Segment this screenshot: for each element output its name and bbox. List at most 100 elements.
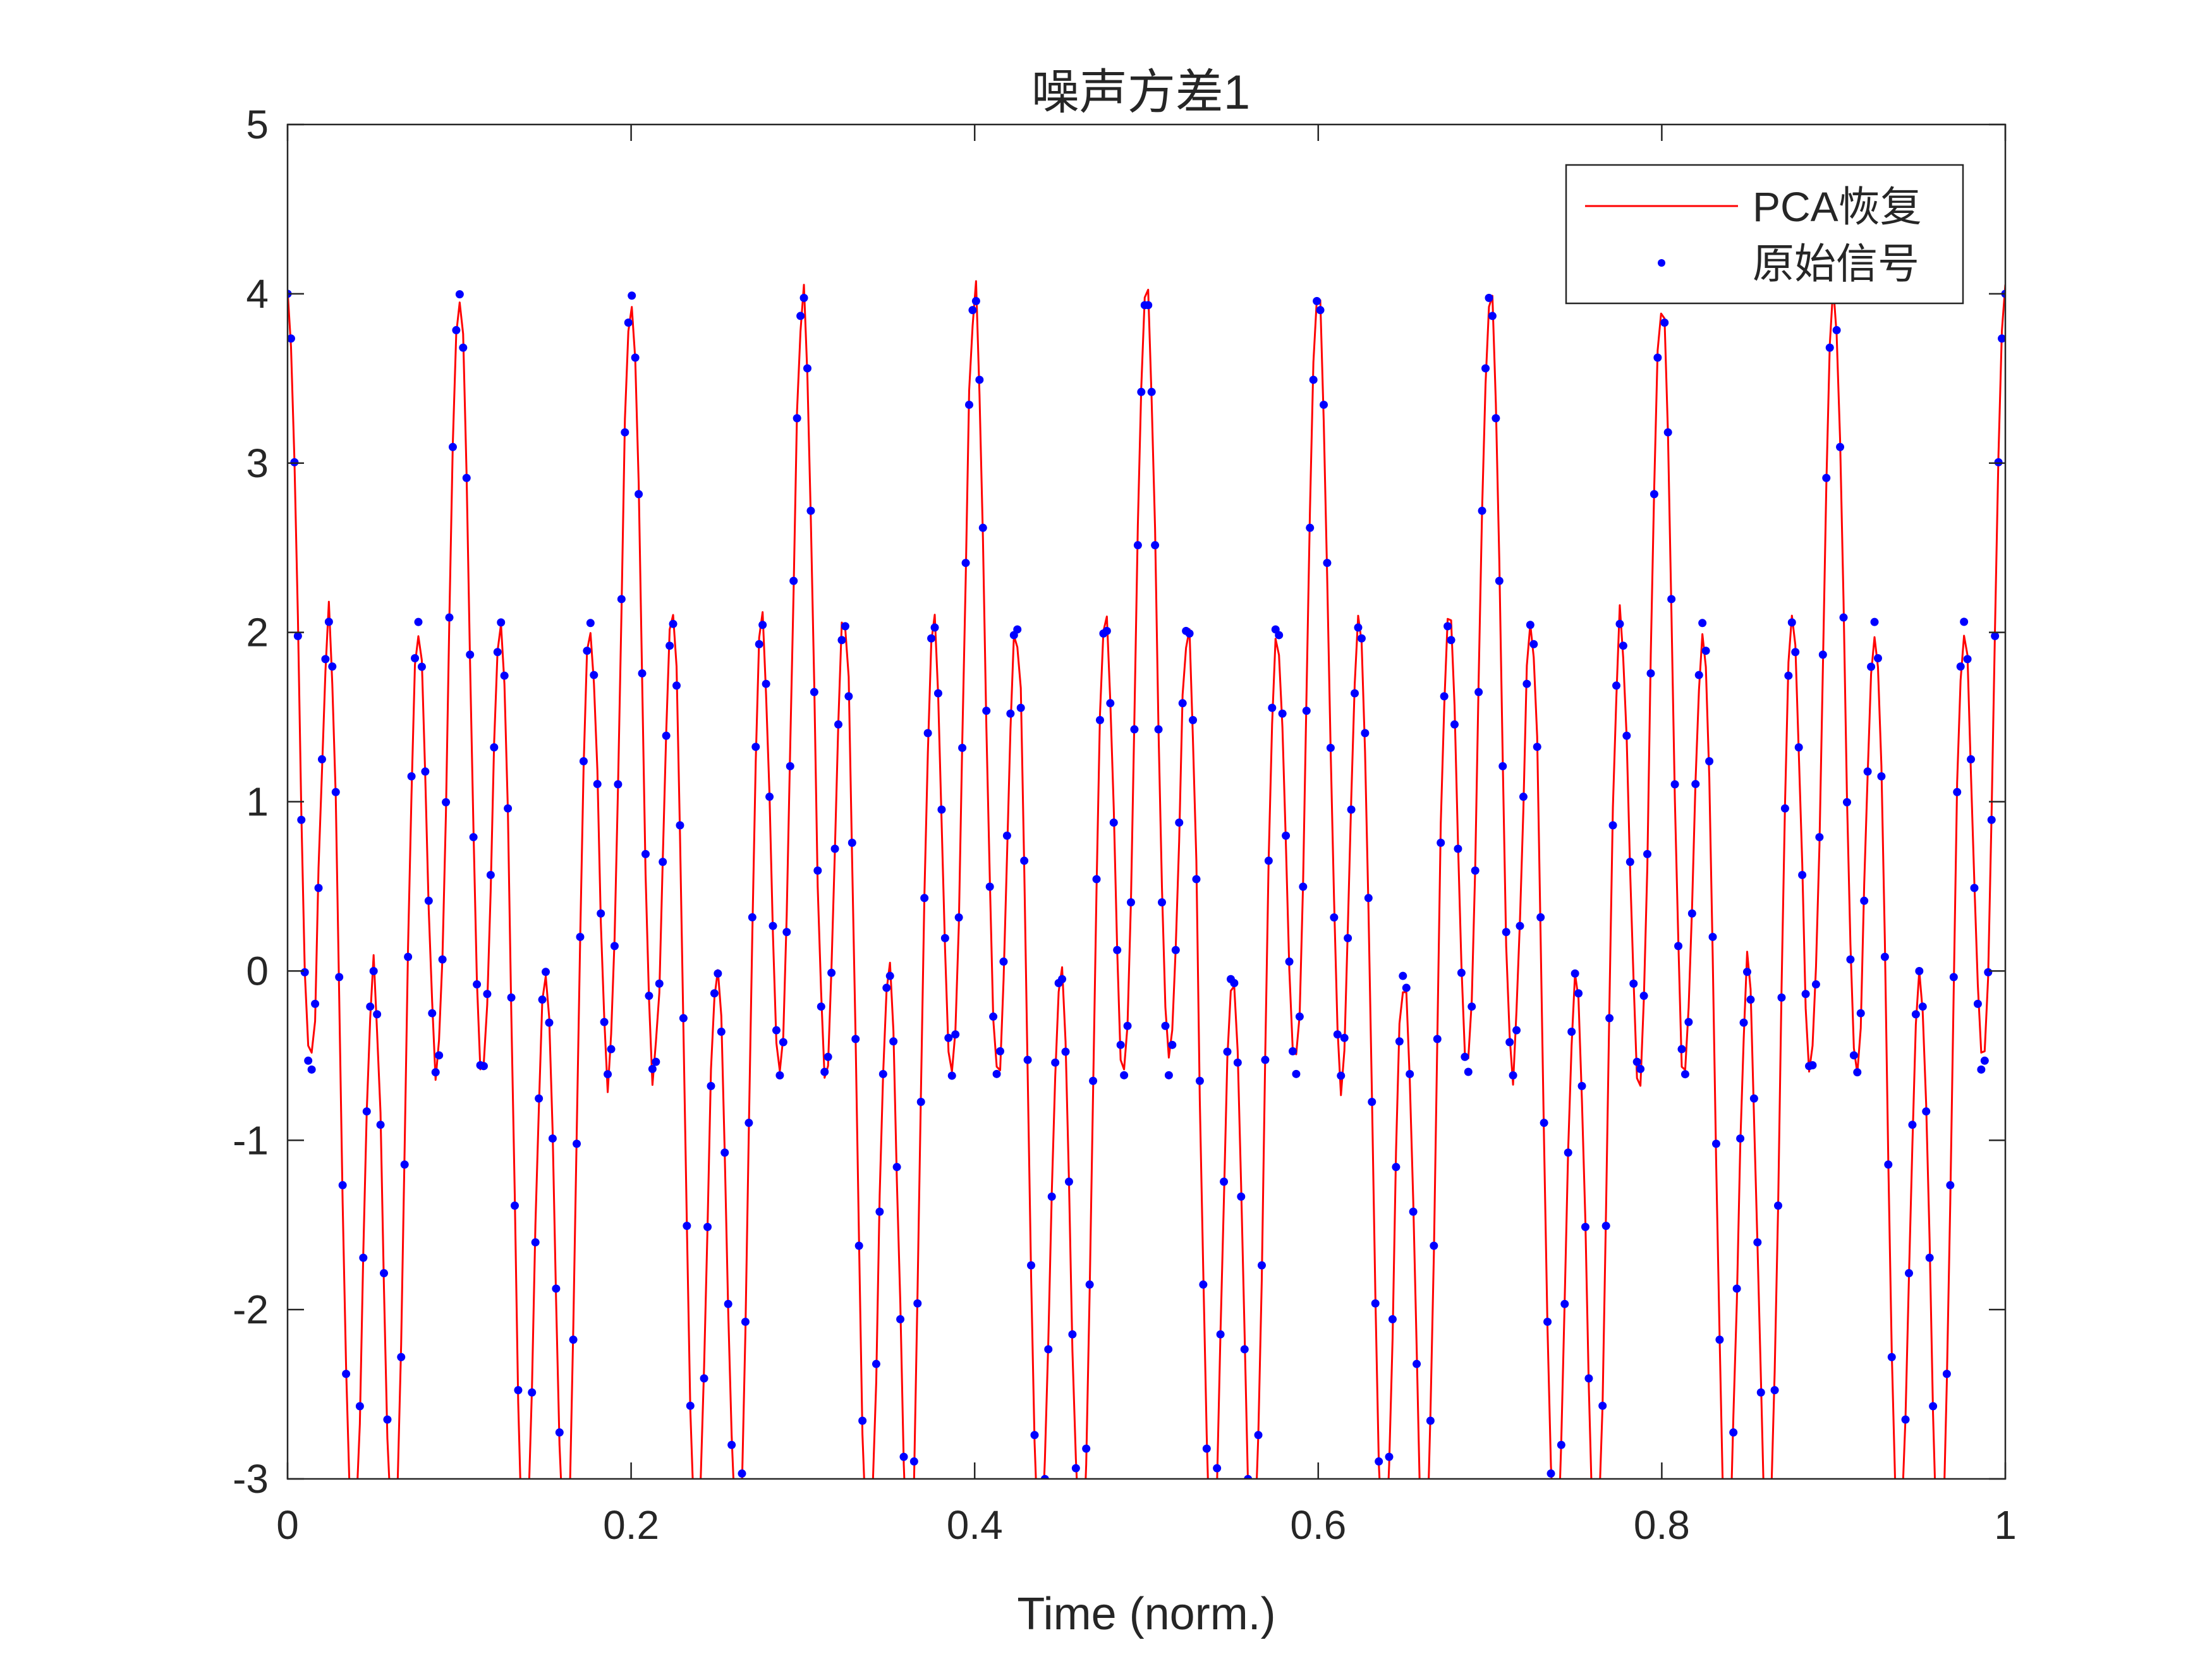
data-point — [466, 650, 475, 659]
data-point — [1846, 955, 1855, 964]
data-point — [937, 805, 946, 814]
data-point — [431, 1068, 440, 1077]
data-point — [1818, 650, 1827, 659]
data-point — [1822, 473, 1831, 482]
data-point — [1020, 856, 1029, 865]
plot-area — [288, 125, 2005, 1479]
legend-label-original: 原始信号 — [1753, 240, 1919, 287]
data-point — [1116, 1040, 1125, 1049]
data-point — [1612, 681, 1620, 690]
data-point — [1068, 1330, 1077, 1339]
data-point — [1457, 968, 1466, 977]
data-point — [755, 640, 763, 648]
legend: PCA恢复 原始信号 — [1565, 164, 1964, 305]
data-point — [1577, 1081, 1586, 1090]
data-point — [1189, 715, 1198, 724]
data-point — [1636, 1064, 1645, 1073]
data-point — [1175, 818, 1184, 827]
data-point — [1474, 688, 1483, 696]
data-point — [555, 1428, 564, 1437]
data-point — [1399, 971, 1407, 980]
data-point — [1571, 969, 1579, 978]
data-point — [975, 375, 984, 384]
data-point — [304, 1056, 313, 1065]
data-point — [1275, 631, 1284, 640]
data-point — [1798, 870, 1807, 879]
data-point — [1884, 1160, 1893, 1169]
data-point — [796, 312, 805, 320]
data-point — [407, 772, 416, 781]
data-point — [1646, 669, 1655, 678]
data-point — [1925, 1253, 1934, 1262]
data-point — [971, 296, 980, 305]
y-tick-label: 1 — [246, 779, 269, 825]
data-point — [1574, 989, 1583, 998]
x-tick-label: 0 — [276, 1502, 299, 1548]
data-point — [311, 999, 320, 1008]
data-point — [923, 729, 932, 738]
data-point — [1471, 866, 1480, 875]
data-point — [1533, 743, 1541, 751]
data-point — [1064, 1177, 1073, 1186]
data-point — [459, 343, 468, 352]
data-point — [1244, 1474, 1253, 1479]
data-point — [1409, 1207, 1418, 1216]
data-point — [1447, 636, 1455, 645]
data-point — [1608, 821, 1617, 830]
data-point — [806, 506, 815, 515]
y-tick-label: 5 — [246, 102, 269, 147]
data-point — [1839, 613, 1848, 622]
data-point — [331, 787, 340, 796]
data-point — [1495, 576, 1504, 585]
data-point — [1488, 312, 1497, 320]
data-point — [542, 968, 550, 976]
data-point — [940, 933, 949, 942]
data-point — [1285, 957, 1294, 966]
data-point — [1505, 1038, 1514, 1047]
data-point — [1753, 1238, 1762, 1247]
data-point — [338, 1181, 347, 1189]
data-point — [992, 1069, 1001, 1078]
data-point — [1357, 634, 1366, 643]
data-point — [1371, 1299, 1380, 1308]
data-point — [1288, 1047, 1297, 1055]
y-tick-label: 3 — [246, 441, 269, 486]
data-point — [500, 671, 509, 680]
chart-title: 噪声方差1 — [1031, 66, 1250, 119]
data-point — [851, 1035, 860, 1043]
data-point — [830, 844, 839, 853]
data-point — [885, 971, 894, 980]
data-point — [1815, 833, 1824, 842]
data-point — [593, 780, 602, 789]
data-point — [1233, 1058, 1242, 1067]
data-point — [1385, 1452, 1394, 1461]
data-point — [1973, 999, 1982, 1008]
data-point — [954, 913, 963, 922]
data-point — [793, 414, 801, 423]
data-point — [428, 1009, 437, 1018]
data-point — [1873, 654, 1882, 663]
data-point — [1478, 506, 1486, 515]
data-point — [1351, 689, 1359, 698]
data-point — [359, 1253, 368, 1262]
data-point — [1953, 787, 1962, 796]
x-tick-label: 0.2 — [603, 1502, 659, 1548]
data-point — [837, 636, 846, 645]
data-point — [1464, 1067, 1473, 1076]
data-point — [1739, 1018, 1748, 1027]
data-point — [772, 1026, 781, 1035]
data-point — [889, 1037, 898, 1046]
y-tick-label: -2 — [233, 1287, 269, 1332]
data-point — [1454, 844, 1462, 853]
data-point — [827, 968, 836, 977]
data-point — [1137, 387, 1146, 396]
data-point — [335, 973, 344, 981]
data-point — [1904, 1269, 1913, 1278]
data-point — [1674, 942, 1683, 951]
data-point — [1323, 559, 1332, 568]
data-point — [1705, 757, 1714, 766]
data-point — [1794, 743, 1803, 752]
data-point — [1082, 1444, 1091, 1453]
data-point — [1867, 662, 1876, 671]
